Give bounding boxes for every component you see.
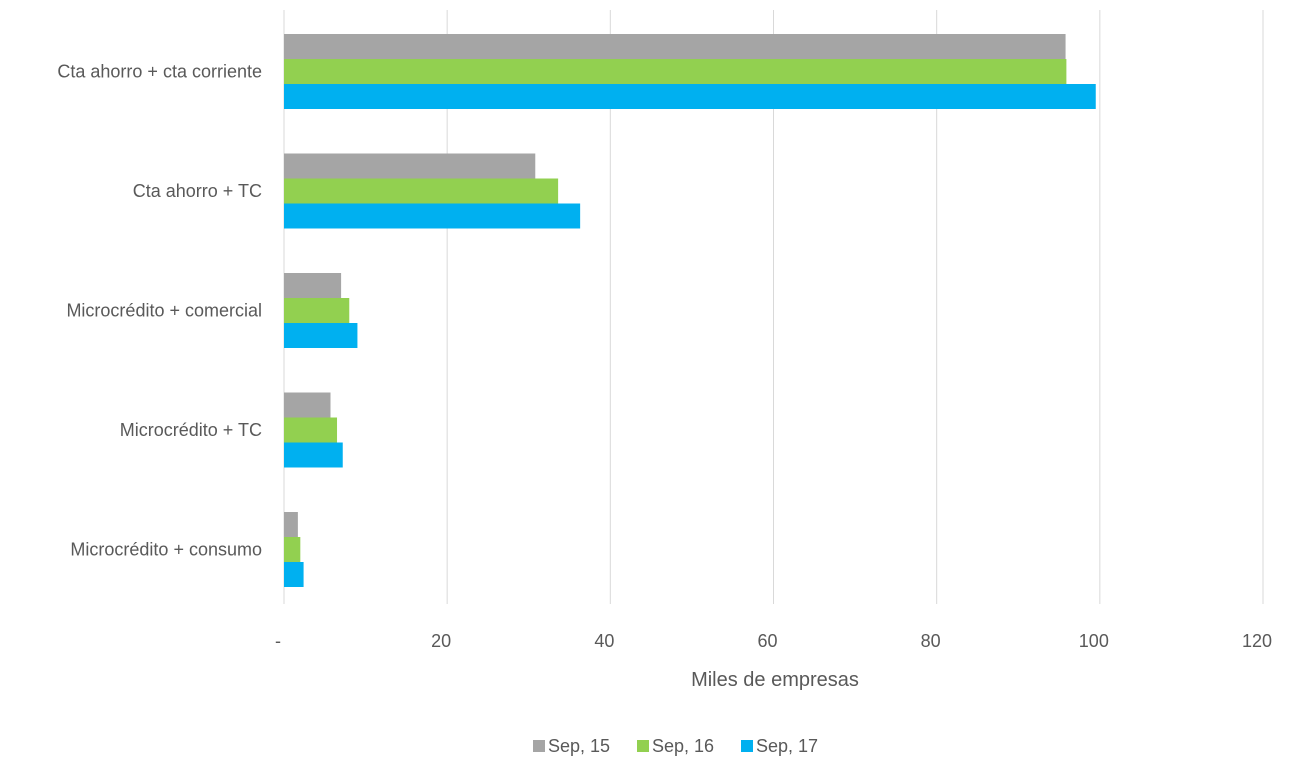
bar — [284, 443, 343, 468]
bar — [284, 179, 558, 204]
x-tick-label: - — [275, 631, 281, 651]
bars — [284, 34, 1096, 587]
x-tick-label: 100 — [1079, 631, 1109, 651]
bar — [284, 512, 298, 537]
x-tick-label: 120 — [1242, 631, 1272, 651]
x-axis-title: Miles de empresas — [691, 669, 859, 691]
x-tick-label: 40 — [594, 631, 614, 651]
category-label: Cta ahorro + TC — [133, 181, 262, 201]
bar — [284, 273, 341, 298]
bar — [284, 393, 331, 418]
bar — [284, 298, 349, 323]
legend-label: Sep, 15 — [548, 736, 610, 756]
x-tick-label: 80 — [921, 631, 941, 651]
category-label: Microcrédito + consumo — [70, 540, 262, 560]
bar — [284, 84, 1096, 109]
bar — [284, 418, 337, 443]
bar — [284, 323, 357, 348]
x-tick-labels: - 20 40 60 80 100 120 — [275, 631, 1272, 651]
legend-label: Sep, 17 — [756, 736, 818, 756]
bar — [284, 34, 1066, 59]
bar — [284, 537, 300, 562]
x-tick-label: 60 — [757, 631, 777, 651]
legend-swatch — [741, 740, 753, 752]
category-label: Cta ahorro + cta corriente — [57, 62, 262, 82]
category-label: Microcrédito + TC — [120, 420, 262, 440]
x-tick-label: 20 — [431, 631, 451, 651]
category-label: Microcrédito + comercial — [66, 301, 262, 321]
bar — [284, 154, 535, 179]
bar — [284, 562, 304, 587]
bar — [284, 59, 1066, 84]
legend-swatch — [533, 740, 545, 752]
legend: Sep, 15 Sep, 16 Sep, 17 — [533, 736, 818, 756]
legend-swatch — [637, 740, 649, 752]
bar — [284, 204, 580, 229]
category-labels: Cta ahorro + cta corriente Cta ahorro + T… — [57, 62, 262, 560]
legend-label: Sep, 16 — [652, 736, 714, 756]
